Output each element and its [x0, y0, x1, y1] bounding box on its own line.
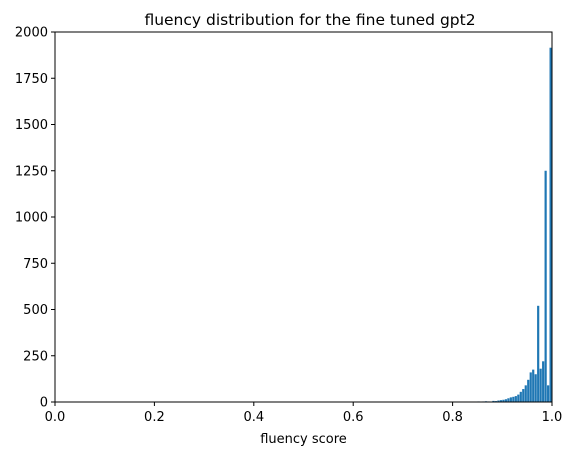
y-tick-label: 0 [40, 396, 48, 411]
plot-frame [54, 31, 553, 403]
histogram-bar [544, 170, 547, 402]
y-tick-label: 2000 [15, 26, 48, 41]
x-axis: 0.0 0.2 0.4 0.6 0.8 1.0 [45, 402, 563, 425]
histogram-bar [534, 374, 537, 402]
histogram-bar [504, 399, 507, 402]
histogram-bar [514, 396, 517, 402]
histogram-bar [542, 361, 545, 402]
x-tick-label: 0.0 [45, 410, 66, 425]
y-tick-label: 750 [23, 257, 48, 272]
histogram-bar [549, 47, 552, 402]
histogram-bar [499, 400, 502, 402]
y-tick-label: 1750 [15, 72, 48, 87]
histogram-bar [519, 391, 522, 402]
y-tick-label: 1500 [15, 118, 48, 133]
y-tick-label: 1000 [15, 211, 48, 226]
histogram-bar [527, 379, 530, 402]
y-tick-label: 500 [23, 303, 48, 318]
histogram-bar [502, 399, 505, 402]
histogram-bar [492, 400, 495, 402]
x-tick-label: 0.2 [144, 410, 165, 425]
x-tick-label: 0.8 [442, 410, 463, 425]
histogram-bar [524, 385, 527, 402]
histogram-bar [537, 305, 540, 402]
histogram-bars [477, 47, 552, 402]
histogram-bar [532, 369, 535, 402]
histogram-bar [522, 389, 525, 402]
histogram-bar [529, 372, 532, 402]
histogram-bar [509, 397, 512, 402]
y-axis: 0 250 500 750 1000 1250 1500 1750 2000 [15, 26, 55, 411]
histogram-bar [497, 400, 500, 402]
x-tick-label: 0.6 [343, 410, 364, 425]
histogram-bar [547, 385, 550, 402]
x-tick-label: 1.0 [542, 410, 563, 425]
histogram-bar [507, 398, 510, 402]
y-tick-label: 1250 [15, 164, 48, 179]
y-tick-label: 250 [23, 349, 48, 364]
chart-title: fluency distribution for the fine tuned … [144, 11, 475, 29]
histogram-bar [512, 396, 515, 402]
histogram-bar [517, 394, 520, 402]
x-axis-label: fluency score [260, 432, 347, 447]
histogram-bar [539, 368, 542, 402]
x-tick-label: 0.4 [243, 410, 264, 425]
